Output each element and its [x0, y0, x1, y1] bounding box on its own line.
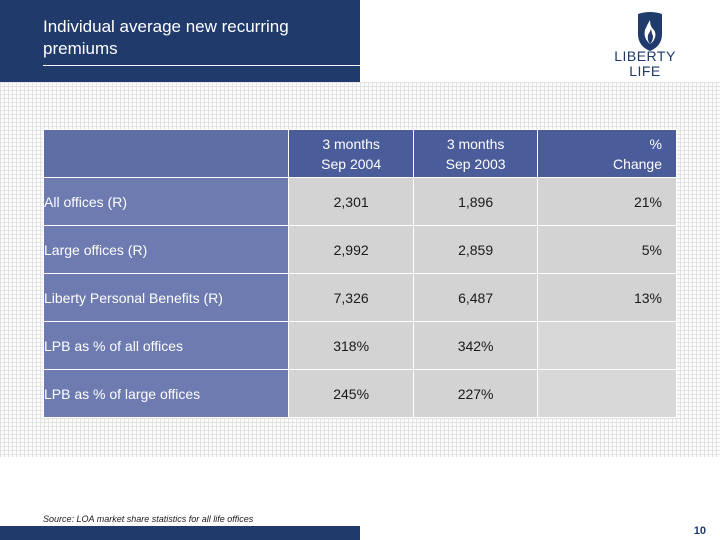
column-header-change: % Change	[537, 129, 677, 178]
column-header-line: 3 months	[322, 135, 380, 152]
cell-sep-2004: 245%	[288, 369, 414, 418]
table-corner-cell	[42, 129, 290, 178]
column-header-line: Sep 2004	[321, 155, 382, 172]
row-label: Large offices (R)	[42, 225, 290, 274]
row-label: Liberty Personal Benefits (R)	[42, 273, 290, 322]
table-row: LPB as % of all offices 318% 342%	[42, 321, 677, 370]
page-number: 10	[693, 525, 706, 537]
row-label: LPB as % of all offices	[42, 321, 290, 370]
table-header-row: 3 months Sep 2004 3 months Sep 2003 % Ch…	[42, 129, 677, 178]
cell-change	[537, 321, 677, 370]
cell-change: 21%	[537, 177, 677, 226]
footer-bar	[0, 526, 360, 540]
column-header-line: Sep 2003	[445, 155, 506, 172]
logo-wordmark: LIBERTY LIFE	[600, 49, 690, 79]
title-bar: Individual average new recurring premium…	[0, 0, 360, 82]
cell-sep-2003: 1,896	[412, 177, 539, 226]
row-label: LPB as % of large offices	[42, 369, 290, 418]
cell-sep-2004: 7,326	[288, 273, 414, 322]
cell-sep-2004: 318%	[288, 321, 414, 370]
column-header-line: %	[649, 135, 662, 152]
premiums-table: 3 months Sep 2004 3 months Sep 2003 % Ch…	[42, 129, 677, 418]
cell-sep-2003: 6,487	[412, 273, 539, 322]
table-row: Liberty Personal Benefits (R) 7,326 6,48…	[42, 273, 677, 322]
cell-sep-2003: 227%	[412, 369, 539, 418]
flame-shield-icon	[638, 12, 662, 51]
logo-line-2: LIFE	[629, 63, 661, 79]
table-row: All offices (R) 2,301 1,896 21%	[42, 177, 677, 226]
cell-sep-2004: 2,992	[288, 225, 414, 274]
cell-sep-2004: 2,301	[288, 177, 414, 226]
table-row: LPB as % of large offices 245% 227%	[42, 369, 677, 418]
column-header-line: Change	[612, 155, 662, 172]
slide-title: Individual average new recurring premium…	[43, 17, 289, 58]
table-row: Large offices (R) 2,992 2,859 5%	[42, 225, 677, 274]
source-note: Source: LOA market share statistics for …	[43, 514, 254, 524]
title-underline	[43, 65, 360, 66]
row-label: All offices (R)	[42, 177, 290, 226]
logo-line-1: LIBERTY	[614, 48, 676, 64]
column-header-sep-2004: 3 months Sep 2004	[288, 129, 414, 178]
cell-change	[537, 369, 677, 418]
cell-sep-2003: 342%	[412, 321, 539, 370]
column-header-sep-2003: 3 months Sep 2003	[412, 129, 539, 178]
column-header-line: 3 months	[446, 135, 505, 152]
cell-sep-2003: 2,859	[412, 225, 539, 274]
cell-change: 5%	[537, 225, 677, 274]
cell-change: 13%	[537, 273, 677, 322]
